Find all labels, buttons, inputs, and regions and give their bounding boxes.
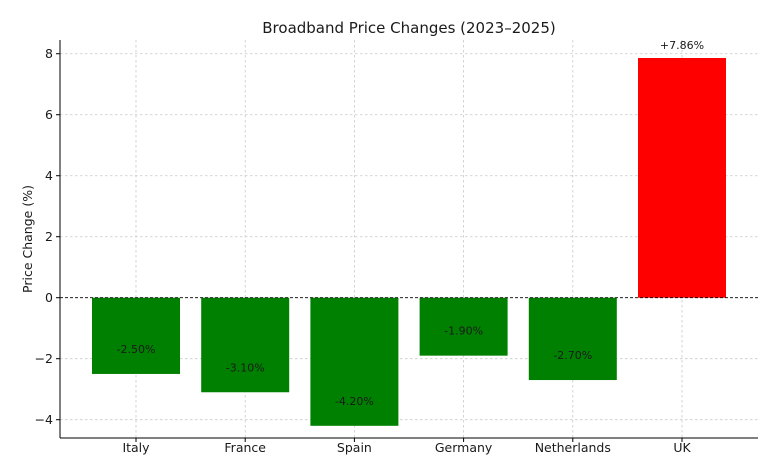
y-tick-label: 0 bbox=[45, 290, 53, 305]
y-tick-label: 2 bbox=[45, 229, 53, 244]
data-label-italy: -2.50% bbox=[117, 343, 156, 356]
y-tick-label: −4 bbox=[35, 412, 53, 427]
chart-title: Broadband Price Changes (2023–2025) bbox=[262, 19, 555, 37]
axes bbox=[59, 40, 758, 439]
y-tick-label: 4 bbox=[45, 168, 53, 183]
x-tick-label-germany: Germany bbox=[435, 440, 493, 455]
bar-germany bbox=[419, 297, 508, 356]
data-label-france: -3.10% bbox=[226, 361, 265, 374]
bar-france bbox=[201, 297, 290, 393]
data-labels: -2.50% -3.10% -4.20% -1.90% -2.70% +7.86% bbox=[117, 39, 705, 408]
bar-spain bbox=[310, 297, 399, 426]
bar-uk bbox=[638, 57, 726, 298]
x-tick-label-uk: UK bbox=[673, 440, 691, 455]
data-label-spain: -4.20% bbox=[335, 395, 374, 408]
x-tick-label-italy: Italy bbox=[122, 440, 150, 455]
x-tick-label-netherlands: Netherlands bbox=[535, 440, 611, 455]
bars bbox=[92, 57, 726, 426]
data-label-germany: -1.90% bbox=[444, 325, 483, 338]
y-axis-label: Price Change (%) bbox=[20, 185, 35, 293]
bar-netherlands bbox=[528, 297, 617, 381]
x-tick-label-france: France bbox=[224, 440, 266, 455]
y-tick-label: 6 bbox=[45, 107, 53, 122]
tick-labels: −4 −2 0 2 4 6 8 Italy France Spain Germany Netherla… bbox=[35, 46, 692, 455]
data-label-uk: +7.86% bbox=[660, 39, 704, 52]
y-tick-label: −2 bbox=[35, 351, 53, 366]
x-tick-label-spain: Spain bbox=[337, 440, 372, 455]
y-tick-label: 8 bbox=[45, 46, 53, 61]
bar-italy bbox=[92, 297, 180, 374]
data-label-netherlands: -2.70% bbox=[553, 349, 592, 362]
